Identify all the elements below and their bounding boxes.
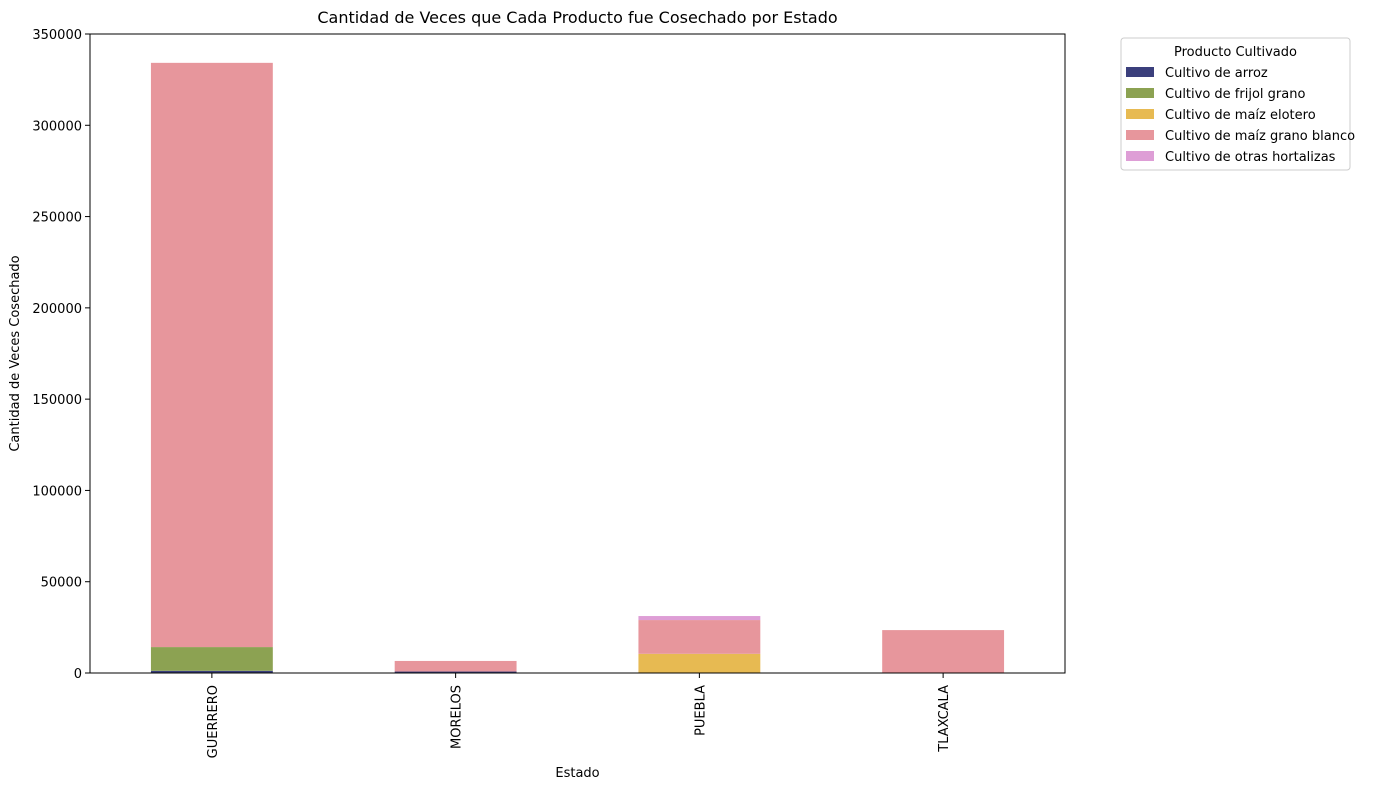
y-tick-label: 300000 (32, 119, 82, 134)
y-tick-label: 0 (74, 667, 82, 682)
bar-morelos-series-0 (394, 671, 517, 673)
legend-entry-label: Cultivo de otras hortalizas (1165, 150, 1336, 165)
legend-title: Producto Cultivado (1174, 45, 1297, 60)
x-tick-label: PUEBLA (693, 685, 708, 736)
legend-swatch (1126, 88, 1154, 98)
x-tick-label: GUERRERO (206, 685, 221, 758)
chart-title: Cantidad de Veces que Cada Producto fue … (317, 8, 837, 27)
y-tick-label: 200000 (32, 302, 82, 317)
bar-guerrero-series-0 (150, 670, 273, 673)
legend-swatch (1126, 130, 1154, 140)
legend-swatch (1126, 109, 1154, 119)
y-axis-label: Cantidad de Veces Cosechado (8, 255, 23, 451)
x-tick-label: MORELOS (450, 685, 465, 749)
bar-puebla-series-3 (638, 620, 761, 654)
bar-guerrero-series-3 (150, 62, 273, 648)
bar-guerrero-series-1 (150, 647, 273, 671)
x-axis-label: Estado (555, 766, 599, 781)
legend-swatch (1126, 151, 1154, 161)
legend-box (1120, 37, 1351, 171)
plot-frame (89, 33, 1066, 674)
legend: Producto Cultivado Cultivo de arroz Cultiv… (1120, 37, 1355, 171)
axes-layer: 0 50000 100000 150000 200000 250000 300000 3500… (32, 28, 1066, 758)
legend-entry-label: Cultivo de frijol grano (1165, 87, 1305, 102)
legend-entry-label: Cultivo de arroz (1165, 66, 1268, 81)
bar-puebla-series-2 (638, 653, 761, 673)
bar-morelos-series-3 (394, 660, 517, 672)
x-tick-label: TLAXCALA (937, 685, 952, 753)
bar-puebla-series-4 (638, 616, 761, 621)
legend-entry-label: Cultivo de maíz grano blanco (1165, 129, 1355, 144)
legend-entry-label: Cultivo de maíz elotero (1165, 108, 1316, 123)
y-tick-label: 100000 (32, 484, 82, 499)
y-tick-label: 150000 (32, 393, 82, 408)
y-tick-label: 250000 (32, 211, 82, 226)
bars-layer (150, 62, 1005, 673)
bar-tlaxcala-series-3 (882, 630, 1005, 673)
y-tick-label: 350000 (32, 28, 82, 43)
y-tick-label: 50000 (41, 576, 82, 591)
legend-swatch (1126, 67, 1154, 77)
